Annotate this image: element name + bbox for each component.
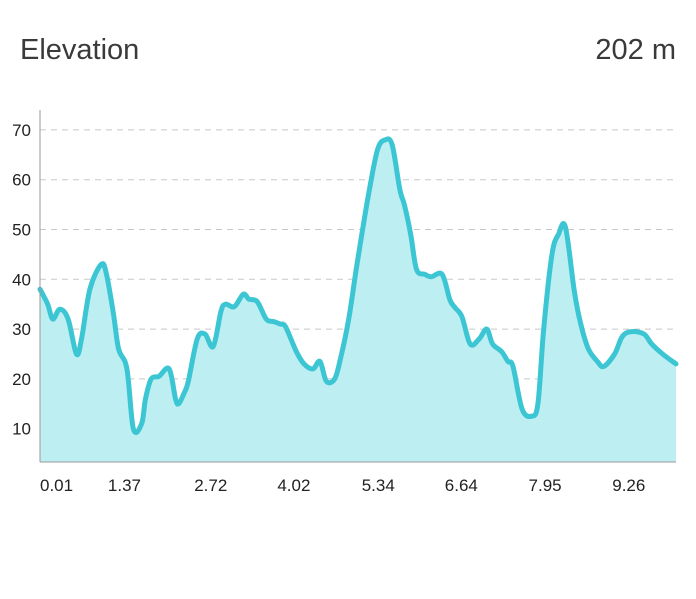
x-tick-label: 5.34 bbox=[362, 476, 395, 495]
y-tick-label: 60 bbox=[12, 171, 31, 190]
x-tick-label: 4.02 bbox=[277, 476, 310, 495]
chart-title: Elevation bbox=[20, 34, 140, 66]
y-tick-label: 10 bbox=[12, 420, 31, 439]
x-tick-label: 0.01 bbox=[40, 476, 73, 495]
y-tick-label: 30 bbox=[12, 320, 31, 339]
elevation-area bbox=[40, 138, 676, 462]
y-tick-label: 50 bbox=[12, 220, 31, 239]
x-tick-label: 1.37 bbox=[108, 476, 141, 495]
x-tick-label: 2.72 bbox=[194, 476, 227, 495]
elevation-line bbox=[37, 136, 679, 435]
x-tick-label: 7.95 bbox=[529, 476, 562, 495]
x-tick-labels: 0.01 1.37 2.72 4.02 5.34 6.64 7.95 9.26 bbox=[40, 476, 645, 495]
y-tick-label: 20 bbox=[12, 370, 31, 389]
y-tick-label: 40 bbox=[12, 270, 31, 289]
y-tick-label: 70 bbox=[12, 121, 31, 140]
x-tick-label: 6.64 bbox=[445, 476, 478, 495]
elevation-value: 202 m bbox=[595, 34, 676, 66]
y-tick-labels: 10 20 30 40 50 60 70 bbox=[12, 121, 31, 439]
x-tick-label: 9.26 bbox=[612, 476, 645, 495]
chart-header: Elevation 202 m bbox=[0, 0, 696, 100]
